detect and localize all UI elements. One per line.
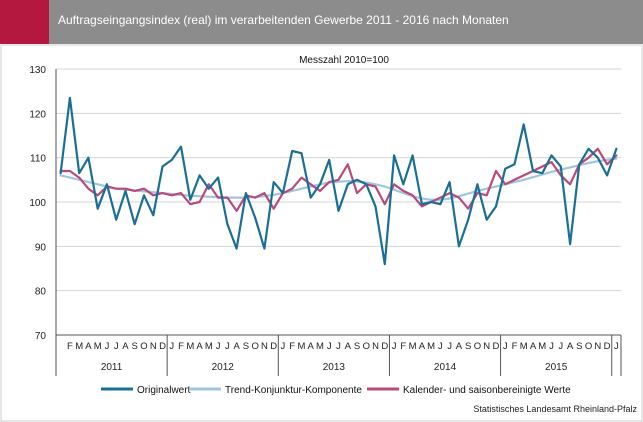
y-tick-label: 70 — [35, 331, 47, 342]
series-line-3 — [59, 147, 618, 212]
x-tick-label: J — [336, 341, 341, 352]
x-tick-label: A — [530, 341, 537, 352]
y-tick-label: 130 — [29, 65, 46, 76]
x-tick-label: N — [483, 341, 490, 352]
year-label: 2015 — [545, 362, 568, 373]
x-tick-label: A — [196, 341, 203, 352]
x-tick-label: M — [520, 341, 528, 352]
x-tick-label: A — [345, 341, 352, 352]
header-bar: Auftragseingangsindex (real) im verarbei… — [0, 0, 643, 44]
y-tick-label: 110 — [30, 154, 46, 165]
x-tick-label: A — [456, 341, 463, 352]
x-tick-label: M — [297, 341, 305, 352]
x-tick-label: J — [216, 341, 221, 352]
y-tick-label: 120 — [29, 109, 46, 120]
x-tick-label: J — [225, 341, 230, 352]
x-tick-label: F — [178, 341, 184, 352]
header-accent — [0, 0, 49, 44]
year-label: 2013 — [323, 362, 346, 373]
source-note: Statistisches Landesamt Rheinland-Pfalz — [473, 404, 637, 414]
x-tick-label: N — [372, 341, 379, 352]
x-tick-label: M — [409, 341, 417, 352]
x-tick-label: O — [474, 341, 481, 352]
x-tick-label: J — [447, 341, 452, 352]
legend-label: Originalwert — [137, 385, 191, 396]
x-tick-label: F — [400, 341, 406, 352]
year-label: 2012 — [212, 362, 235, 373]
x-tick-label: J — [114, 341, 119, 352]
y-tick-label: 80 — [35, 287, 47, 298]
x-tick-label: M — [205, 341, 213, 352]
x-tick-label: M — [427, 341, 435, 352]
x-tick-label: A — [85, 341, 92, 352]
y-tick-label: 90 — [35, 242, 47, 253]
legend-label: Kalender- und saisonbereinigte Werte — [403, 385, 571, 396]
x-tick-label: J — [392, 341, 397, 352]
x-tick-label: F — [512, 341, 518, 352]
x-tick-label: F — [67, 341, 73, 352]
x-tick-label: N — [261, 341, 268, 352]
x-tick-label: F — [289, 341, 295, 352]
x-tick-label: N — [150, 341, 157, 352]
x-tick-label: A — [567, 341, 574, 352]
chart-subtitle: Messzahl 2010=100 — [299, 55, 389, 66]
year-label: 2014 — [434, 362, 457, 373]
x-tick-label: M — [94, 341, 102, 352]
x-tick-label: J — [438, 341, 443, 352]
x-tick-label: J — [614, 341, 619, 352]
x-tick-label: A — [308, 341, 315, 352]
x-tick-label: M — [75, 341, 83, 352]
x-tick-label: J — [558, 341, 563, 352]
x-tick-label: D — [381, 341, 388, 352]
chart-title: Auftragseingangsindex (real) im verarbei… — [58, 13, 509, 27]
x-tick-label: J — [503, 341, 508, 352]
x-tick-label: S — [132, 341, 138, 352]
x-tick-label: D — [493, 341, 500, 352]
x-tick-label: A — [122, 341, 129, 352]
y-tick-label: 100 — [29, 198, 46, 209]
chart-frame — [0, 44, 643, 422]
x-tick-label: D — [604, 341, 611, 352]
year-label: 2011 — [101, 362, 123, 373]
legend-label: Trend-Konjunktur-Komponente — [225, 385, 362, 396]
x-tick-label: O — [363, 341, 370, 352]
x-tick-label: M — [316, 341, 324, 352]
x-tick-label: M — [538, 341, 546, 352]
x-tick-label: O — [585, 341, 592, 352]
x-tick-label: S — [576, 341, 582, 352]
x-tick-label: J — [105, 341, 110, 352]
x-tick-label: A — [233, 341, 240, 352]
x-tick-label: J — [281, 341, 286, 352]
series-line-2 — [59, 157, 618, 201]
x-tick-label: A — [419, 341, 426, 352]
title-bar — [49, 0, 643, 44]
x-tick-label: S — [243, 341, 249, 352]
x-tick-label: O — [140, 341, 147, 352]
x-tick-label: D — [159, 341, 166, 352]
x-tick-label: N — [594, 341, 601, 352]
x-tick-label: O — [251, 341, 258, 352]
x-tick-label: J — [549, 341, 554, 352]
x-tick-label: J — [169, 341, 174, 352]
x-tick-label: S — [465, 341, 471, 352]
x-tick-label: M — [186, 341, 194, 352]
x-tick-label: D — [270, 341, 277, 352]
x-tick-label: S — [354, 341, 360, 352]
series-line-1 — [59, 96, 618, 266]
x-tick-label: J — [327, 341, 332, 352]
